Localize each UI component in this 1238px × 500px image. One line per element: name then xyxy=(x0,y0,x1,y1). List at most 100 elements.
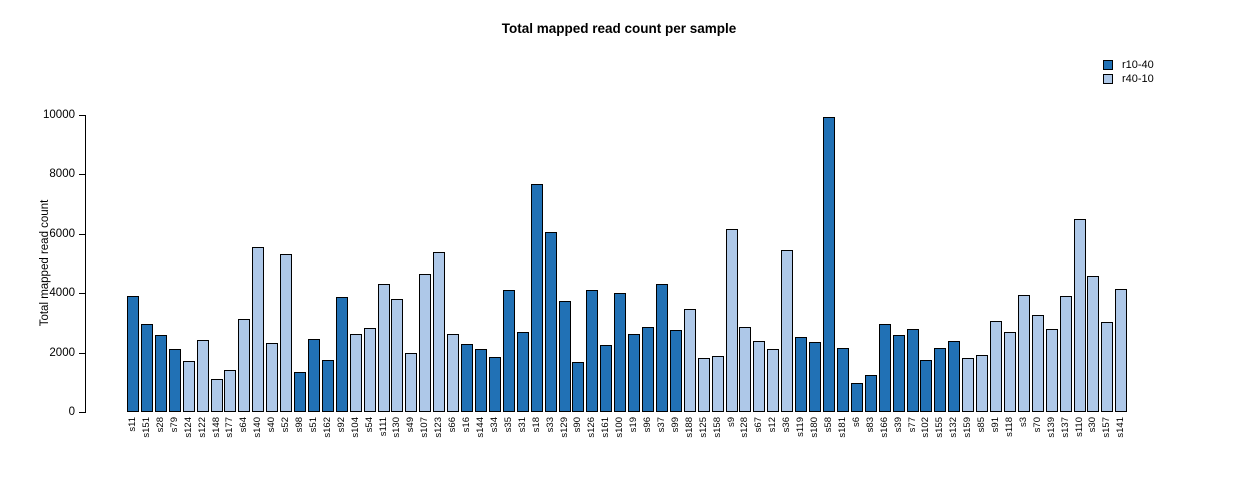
bar-s28 xyxy=(155,335,167,412)
x-axis-label-s188: s188 xyxy=(684,417,695,438)
y-axis-tick-label: 2000 xyxy=(49,347,75,359)
x-axis-label-s96: s96 xyxy=(642,417,653,433)
x-axis-label-s123: s123 xyxy=(433,417,444,438)
bar-s100 xyxy=(614,293,626,412)
y-axis-tick-label: 10000 xyxy=(43,109,75,121)
x-axis-label-s100: s100 xyxy=(614,417,625,438)
bar-s122 xyxy=(197,340,209,412)
x-axis-label-s64: s64 xyxy=(238,417,249,433)
x-axis-label-s104: s104 xyxy=(350,417,361,438)
x-axis-label-s118: s118 xyxy=(1004,417,1015,437)
x-axis-label-s16: s16 xyxy=(461,417,472,433)
bar-s110 xyxy=(1074,219,1086,412)
y-axis-tick-label: 0 xyxy=(68,406,75,418)
x-axis-label-s79: s79 xyxy=(169,417,180,433)
x-axis-label-s18: s18 xyxy=(531,417,542,433)
x-axis-label-s122: s122 xyxy=(197,417,208,438)
bar-s157 xyxy=(1101,322,1113,412)
x-axis-label-s92: s92 xyxy=(336,417,347,433)
bar-s111 xyxy=(378,284,390,412)
bar-s3 xyxy=(1018,295,1030,412)
x-axis-label-s28: s28 xyxy=(155,417,166,433)
y-axis-tick xyxy=(79,174,85,175)
y-axis-tick-label: 8000 xyxy=(49,168,75,180)
legend: r10-40 r40-10 xyxy=(1103,58,1154,86)
bar-s85 xyxy=(976,355,988,412)
x-axis-label-s37: s37 xyxy=(656,417,667,433)
x-axis-label-s36: s36 xyxy=(781,417,792,433)
x-axis-label-s157: s157 xyxy=(1101,417,1112,438)
legend-item-r40-10: r40-10 xyxy=(1103,72,1154,86)
bar-s141 xyxy=(1115,289,1127,412)
y-axis-tick xyxy=(79,234,85,235)
bar-s148 xyxy=(211,379,223,412)
legend-item-r10-40: r10-40 xyxy=(1103,58,1154,72)
x-axis-label-s102: s102 xyxy=(920,417,931,438)
y-axis-tick-label: 6000 xyxy=(49,228,75,240)
x-axis-label-s155: s155 xyxy=(934,417,945,438)
x-axis-label-s158: s158 xyxy=(712,417,723,438)
bar-s151 xyxy=(141,324,153,412)
bar-s137 xyxy=(1060,296,1072,412)
bar-s130 xyxy=(391,299,403,412)
x-axis-label-s128: s128 xyxy=(739,417,750,438)
legend-label-r40-10: r40-10 xyxy=(1122,73,1154,85)
x-axis-label-s107: s107 xyxy=(419,417,430,438)
x-axis-label-s35: s35 xyxy=(503,417,514,433)
bar-s58 xyxy=(823,117,835,412)
x-axis-label-s6: s6 xyxy=(851,417,862,428)
bar-s91 xyxy=(990,321,1002,412)
x-axis-label-s91: s91 xyxy=(990,417,1001,433)
bar-s155 xyxy=(934,348,946,412)
bar-s39 xyxy=(893,335,905,412)
x-axis-label-s39: s39 xyxy=(893,417,904,433)
x-axis-label-s67: s67 xyxy=(753,417,764,433)
bar-s140 xyxy=(252,247,264,412)
bar-s124 xyxy=(183,361,195,412)
bar-s102 xyxy=(920,360,932,412)
bar-s166 xyxy=(879,324,891,412)
x-axis-label-s129: s129 xyxy=(559,417,570,438)
bar-s107 xyxy=(419,274,431,412)
chart-title: Total mapped read count per sample xyxy=(501,21,737,36)
x-axis-label-s124: s124 xyxy=(183,417,194,438)
bar-s40 xyxy=(266,343,278,412)
bar-s129 xyxy=(559,301,571,412)
x-axis-label-s34: s34 xyxy=(489,417,500,433)
bar-s36 xyxy=(781,250,793,412)
bar-s96 xyxy=(642,327,654,412)
x-axis-label-s181: s181 xyxy=(837,417,848,438)
x-axis-label-s125: s125 xyxy=(698,417,709,438)
x-axis-label-s11: s11 xyxy=(127,417,138,432)
x-axis-label-s98: s98 xyxy=(294,417,305,433)
y-axis-line xyxy=(85,115,86,413)
y-axis-tick xyxy=(79,353,85,354)
x-axis-label-s141: s141 xyxy=(1115,417,1126,438)
bar-s12 xyxy=(767,349,779,412)
bar-s177 xyxy=(224,370,236,412)
bar-s11 xyxy=(127,296,139,412)
bar-s54 xyxy=(364,328,376,412)
x-axis-label-s119: s119 xyxy=(795,417,806,437)
x-axis-label-s9: s9 xyxy=(726,417,737,428)
bar-s126 xyxy=(586,290,598,412)
bar-s158 xyxy=(712,356,724,412)
bar-s67 xyxy=(753,341,765,412)
bar-s181 xyxy=(837,348,849,412)
x-axis-label-s85: s85 xyxy=(976,417,987,433)
x-axis-label-s177: s177 xyxy=(224,417,235,438)
x-axis-label-s132: s132 xyxy=(948,417,959,438)
x-axis-label-s77: s77 xyxy=(907,417,918,433)
bar-s52 xyxy=(280,254,292,412)
bar-s99 xyxy=(670,330,682,412)
x-axis-label-s130: s130 xyxy=(391,417,402,438)
bar-s104 xyxy=(350,334,362,412)
bar-s64 xyxy=(238,319,250,412)
x-axis-label-s161: s161 xyxy=(600,417,611,438)
x-axis-label-s30: s30 xyxy=(1087,417,1098,433)
x-axis-label-s19: s19 xyxy=(628,417,639,433)
y-axis-tick-label: 4000 xyxy=(49,287,75,299)
x-axis-label-s31: s31 xyxy=(517,417,528,433)
legend-label-r10-40: r10-40 xyxy=(1122,59,1154,71)
